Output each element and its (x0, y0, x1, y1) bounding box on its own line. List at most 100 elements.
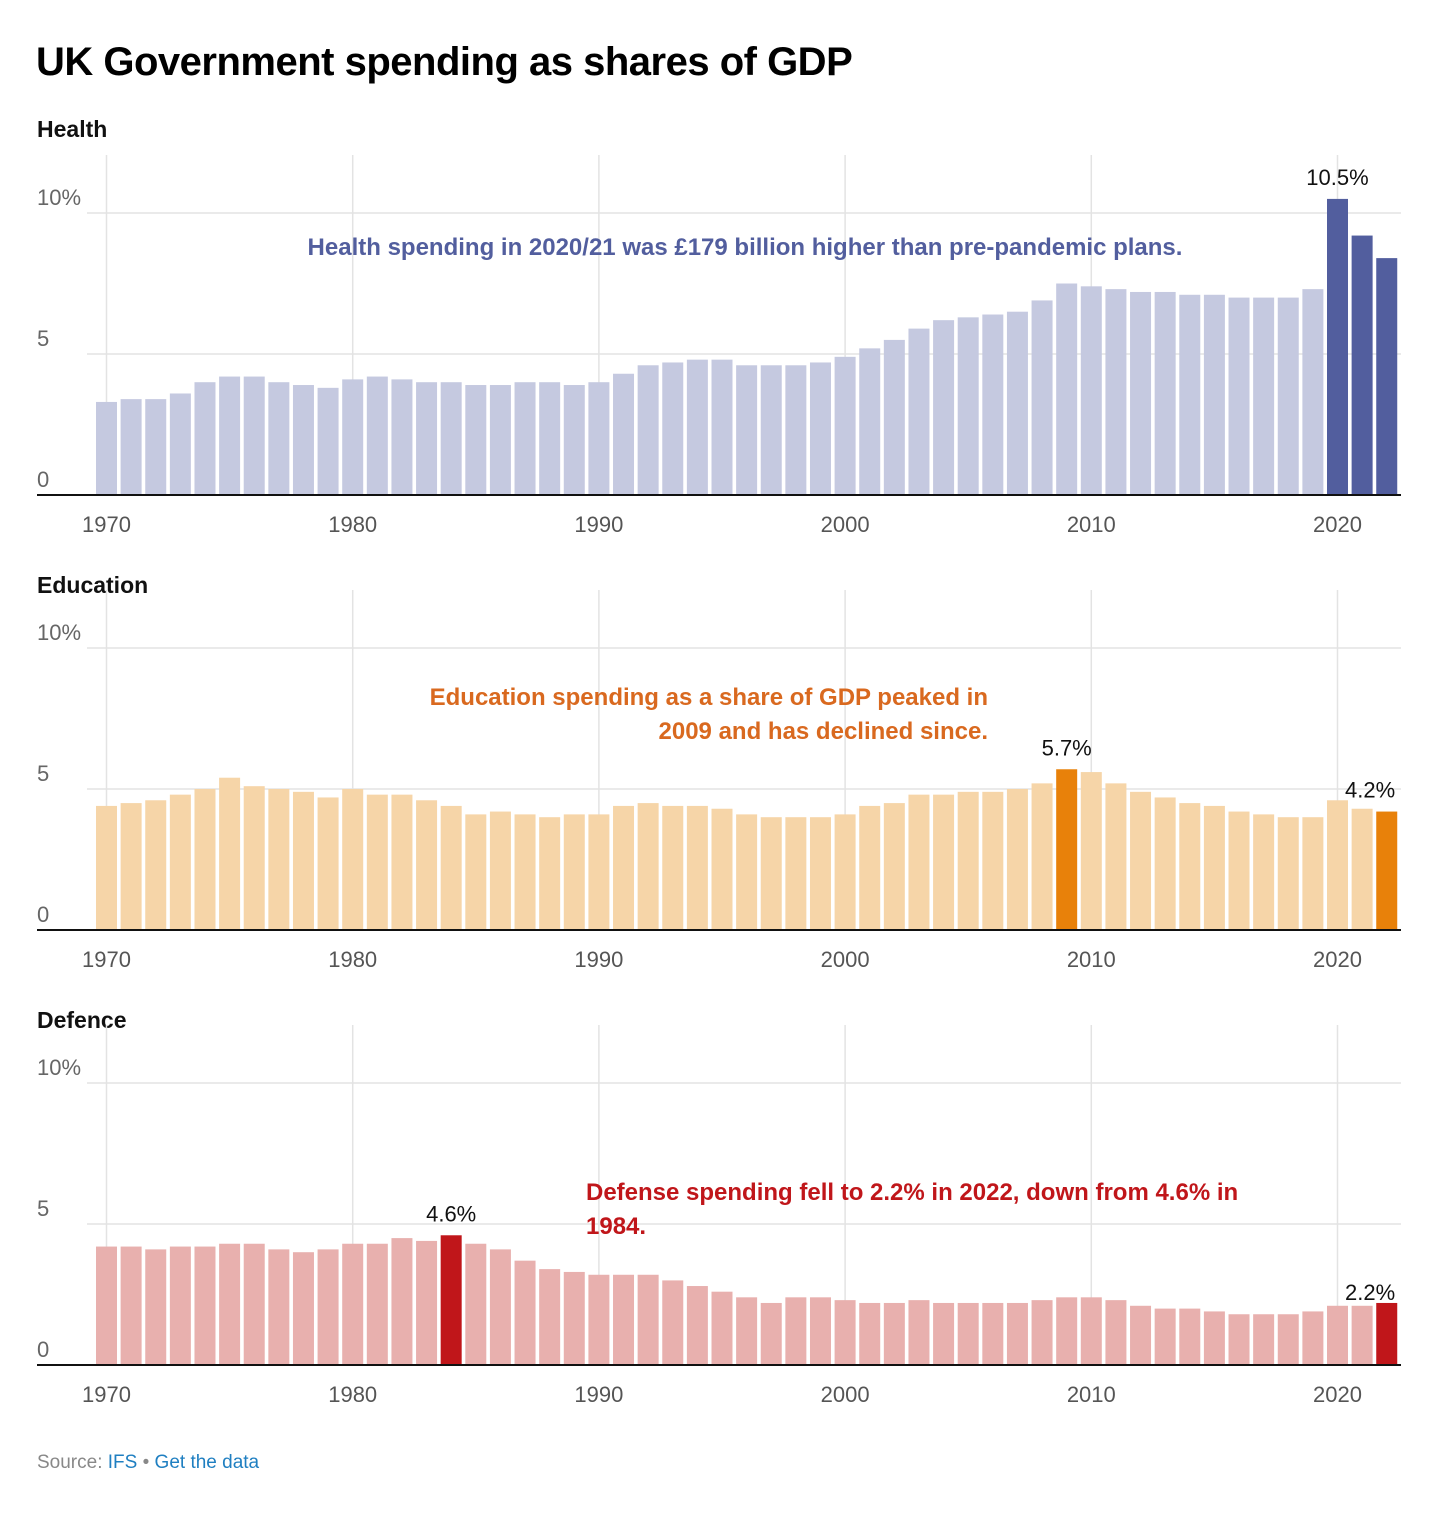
bar-2016 (1228, 811, 1250, 930)
bar-2021 (1351, 1305, 1373, 1365)
source-org-link[interactable]: IFS (107, 1452, 138, 1473)
bar-2022 (1376, 258, 1398, 495)
bar-2021 (1351, 808, 1373, 930)
bar-2006 (982, 791, 1004, 930)
bar-1975 (219, 376, 241, 495)
bar-2016 (1228, 1314, 1250, 1365)
bar-1982 (391, 1238, 413, 1365)
bar-1983 (416, 1240, 438, 1365)
bar-1985 (465, 814, 487, 930)
bar-2018 (1277, 1314, 1299, 1365)
bar-2014 (1179, 803, 1201, 930)
y-tick-label: 5 (37, 326, 49, 351)
bar-1984 (440, 1235, 462, 1365)
bar-2008 (1031, 783, 1053, 930)
education-chart: 10% 5 0 1970 1980 1990 2000 2010 2020 5.7% 4.2% Edu… (37, 590, 1401, 972)
bar-1990 (588, 382, 610, 495)
source-prefix: Source: (37, 1452, 103, 1473)
bar-1985 (465, 1243, 487, 1365)
bar-1986 (489, 811, 511, 930)
y-tick-label: 10% (37, 185, 81, 210)
bar-1981 (366, 1243, 388, 1365)
bar-1991 (613, 373, 635, 495)
bar-1979 (317, 1249, 339, 1365)
bar-2003 (908, 328, 930, 495)
bar-value-label: 4.2% (1345, 778, 1395, 803)
x-tick-label: 2020 (1313, 1382, 1362, 1407)
bar-1977 (268, 789, 290, 930)
health-chart: 10% 5 0 1970 1980 1990 2000 2010 2020 10.5% Health… (37, 155, 1401, 537)
bar-1999 (809, 1297, 831, 1365)
bar-2020 (1327, 1305, 1348, 1365)
bar-1997 (760, 1302, 782, 1365)
bar-2011 (1105, 1300, 1127, 1365)
bar-1995 (711, 1291, 733, 1365)
bar-1980 (342, 1243, 364, 1365)
bar-2013 (1154, 291, 1176, 495)
bar-2003 (908, 1300, 930, 1365)
y-tick-label: 5 (37, 1196, 49, 1221)
bar-1970 (96, 401, 117, 495)
bar-1995 (711, 359, 733, 495)
x-tick-label: 1990 (574, 1382, 623, 1407)
bar-1980 (342, 379, 364, 495)
bar-2015 (1203, 805, 1225, 930)
bar-1980 (342, 789, 364, 930)
bar-2014 (1179, 1308, 1201, 1365)
x-tick-label: 2000 (821, 512, 870, 537)
bar-1979 (317, 387, 339, 495)
bar-1971 (120, 1246, 142, 1365)
bar-1971 (120, 803, 142, 930)
bar-1993 (662, 362, 684, 495)
x-tick-label: 1970 (82, 1382, 131, 1407)
bar-value-label: 5.7% (1042, 735, 1092, 760)
bar-2003 (908, 794, 930, 930)
bar-1994 (686, 1286, 708, 1365)
bar-2006 (982, 314, 1004, 495)
bar-value-label: 4.6% (426, 1201, 476, 1226)
bar-1983 (416, 800, 438, 930)
x-tick-label: 2020 (1313, 947, 1362, 972)
bar-2007 (1006, 789, 1028, 930)
bar-2022 (1376, 811, 1398, 930)
bar-2000 (834, 814, 856, 930)
bar-1976 (243, 1243, 265, 1365)
y-tick-label: 0 (37, 467, 49, 492)
bar-1972 (145, 800, 167, 930)
bar-1994 (686, 359, 708, 495)
y-tick-label: 0 (37, 902, 49, 927)
bar-1987 (514, 382, 536, 495)
bar-1988 (539, 1269, 561, 1365)
bar-1995 (711, 808, 733, 930)
bar-1998 (785, 365, 807, 495)
bar-2000 (834, 1300, 856, 1365)
x-tick-label: 2000 (821, 947, 870, 972)
bar-1974 (194, 789, 216, 930)
bar-2001 (859, 805, 881, 930)
bar-1987 (514, 814, 536, 930)
bar-1973 (169, 794, 191, 930)
bar-1988 (539, 817, 561, 930)
get-data-link[interactable]: Get the data (154, 1452, 260, 1473)
chart-title: UK Government spending as shares of GDP (36, 40, 853, 84)
bar-1989 (563, 1271, 585, 1365)
bar-1977 (268, 1249, 290, 1365)
bar-1988 (539, 382, 561, 495)
bar-2017 (1253, 297, 1275, 495)
bar-1996 (736, 365, 758, 495)
bar-2009 (1056, 283, 1078, 495)
x-tick-label: 2010 (1067, 947, 1116, 972)
source-separator: • (142, 1452, 150, 1473)
annotation-line: 2009 and has declined since. (659, 718, 988, 745)
bar-1999 (809, 362, 831, 495)
x-tick-label: 1990 (574, 512, 623, 537)
bar-1981 (366, 794, 388, 930)
x-tick-label: 1970 (82, 512, 131, 537)
bar-2022 (1376, 1302, 1398, 1365)
bar-2005 (957, 317, 979, 495)
bar-2009 (1056, 1297, 1078, 1365)
x-tick-label: 1980 (328, 512, 377, 537)
bar-1982 (391, 379, 413, 495)
bar-2018 (1277, 817, 1299, 930)
bar-1990 (588, 1274, 610, 1365)
